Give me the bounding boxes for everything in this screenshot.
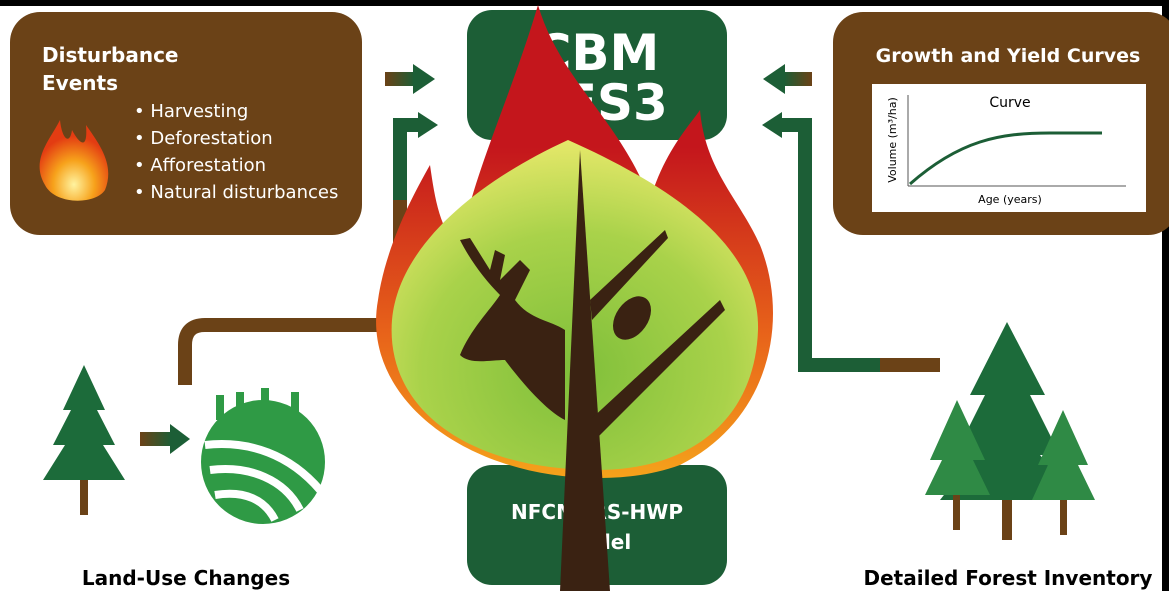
node-label: Land-Use Changes bbox=[82, 566, 290, 590]
tree-trunk bbox=[560, 150, 610, 591]
box-title: Disturbance bbox=[42, 43, 179, 67]
bullet-item: • Harvesting bbox=[134, 101, 248, 122]
chart-panel bbox=[872, 84, 1146, 212]
arrows bbox=[140, 64, 940, 454]
branches bbox=[590, 230, 725, 440]
caribou bbox=[460, 238, 565, 420]
chart-title: Curve bbox=[989, 95, 1030, 111]
bullet-item: • Natural disturbances bbox=[134, 182, 338, 203]
pine-tree bbox=[43, 365, 125, 515]
fire-icon bbox=[39, 120, 109, 201]
beetle bbox=[612, 296, 652, 340]
right-strip bbox=[1162, 0, 1169, 591]
forest-icon bbox=[925, 322, 1095, 540]
y-axis-label: Volume (m³/ha) bbox=[886, 97, 899, 183]
top-strip bbox=[0, 0, 1169, 6]
box-title: Growth and Yield Curves bbox=[876, 45, 1141, 67]
curve bbox=[909, 131, 1102, 186]
bullet-item: • Deforestation bbox=[134, 128, 273, 149]
x-axis-label: Age (years) bbox=[978, 193, 1042, 206]
node-label: Detailed Forest Inventory bbox=[864, 566, 1153, 590]
bullet-item: • Afforestation bbox=[134, 155, 266, 176]
field-icon bbox=[201, 388, 325, 524]
box-title: Events bbox=[42, 71, 118, 95]
